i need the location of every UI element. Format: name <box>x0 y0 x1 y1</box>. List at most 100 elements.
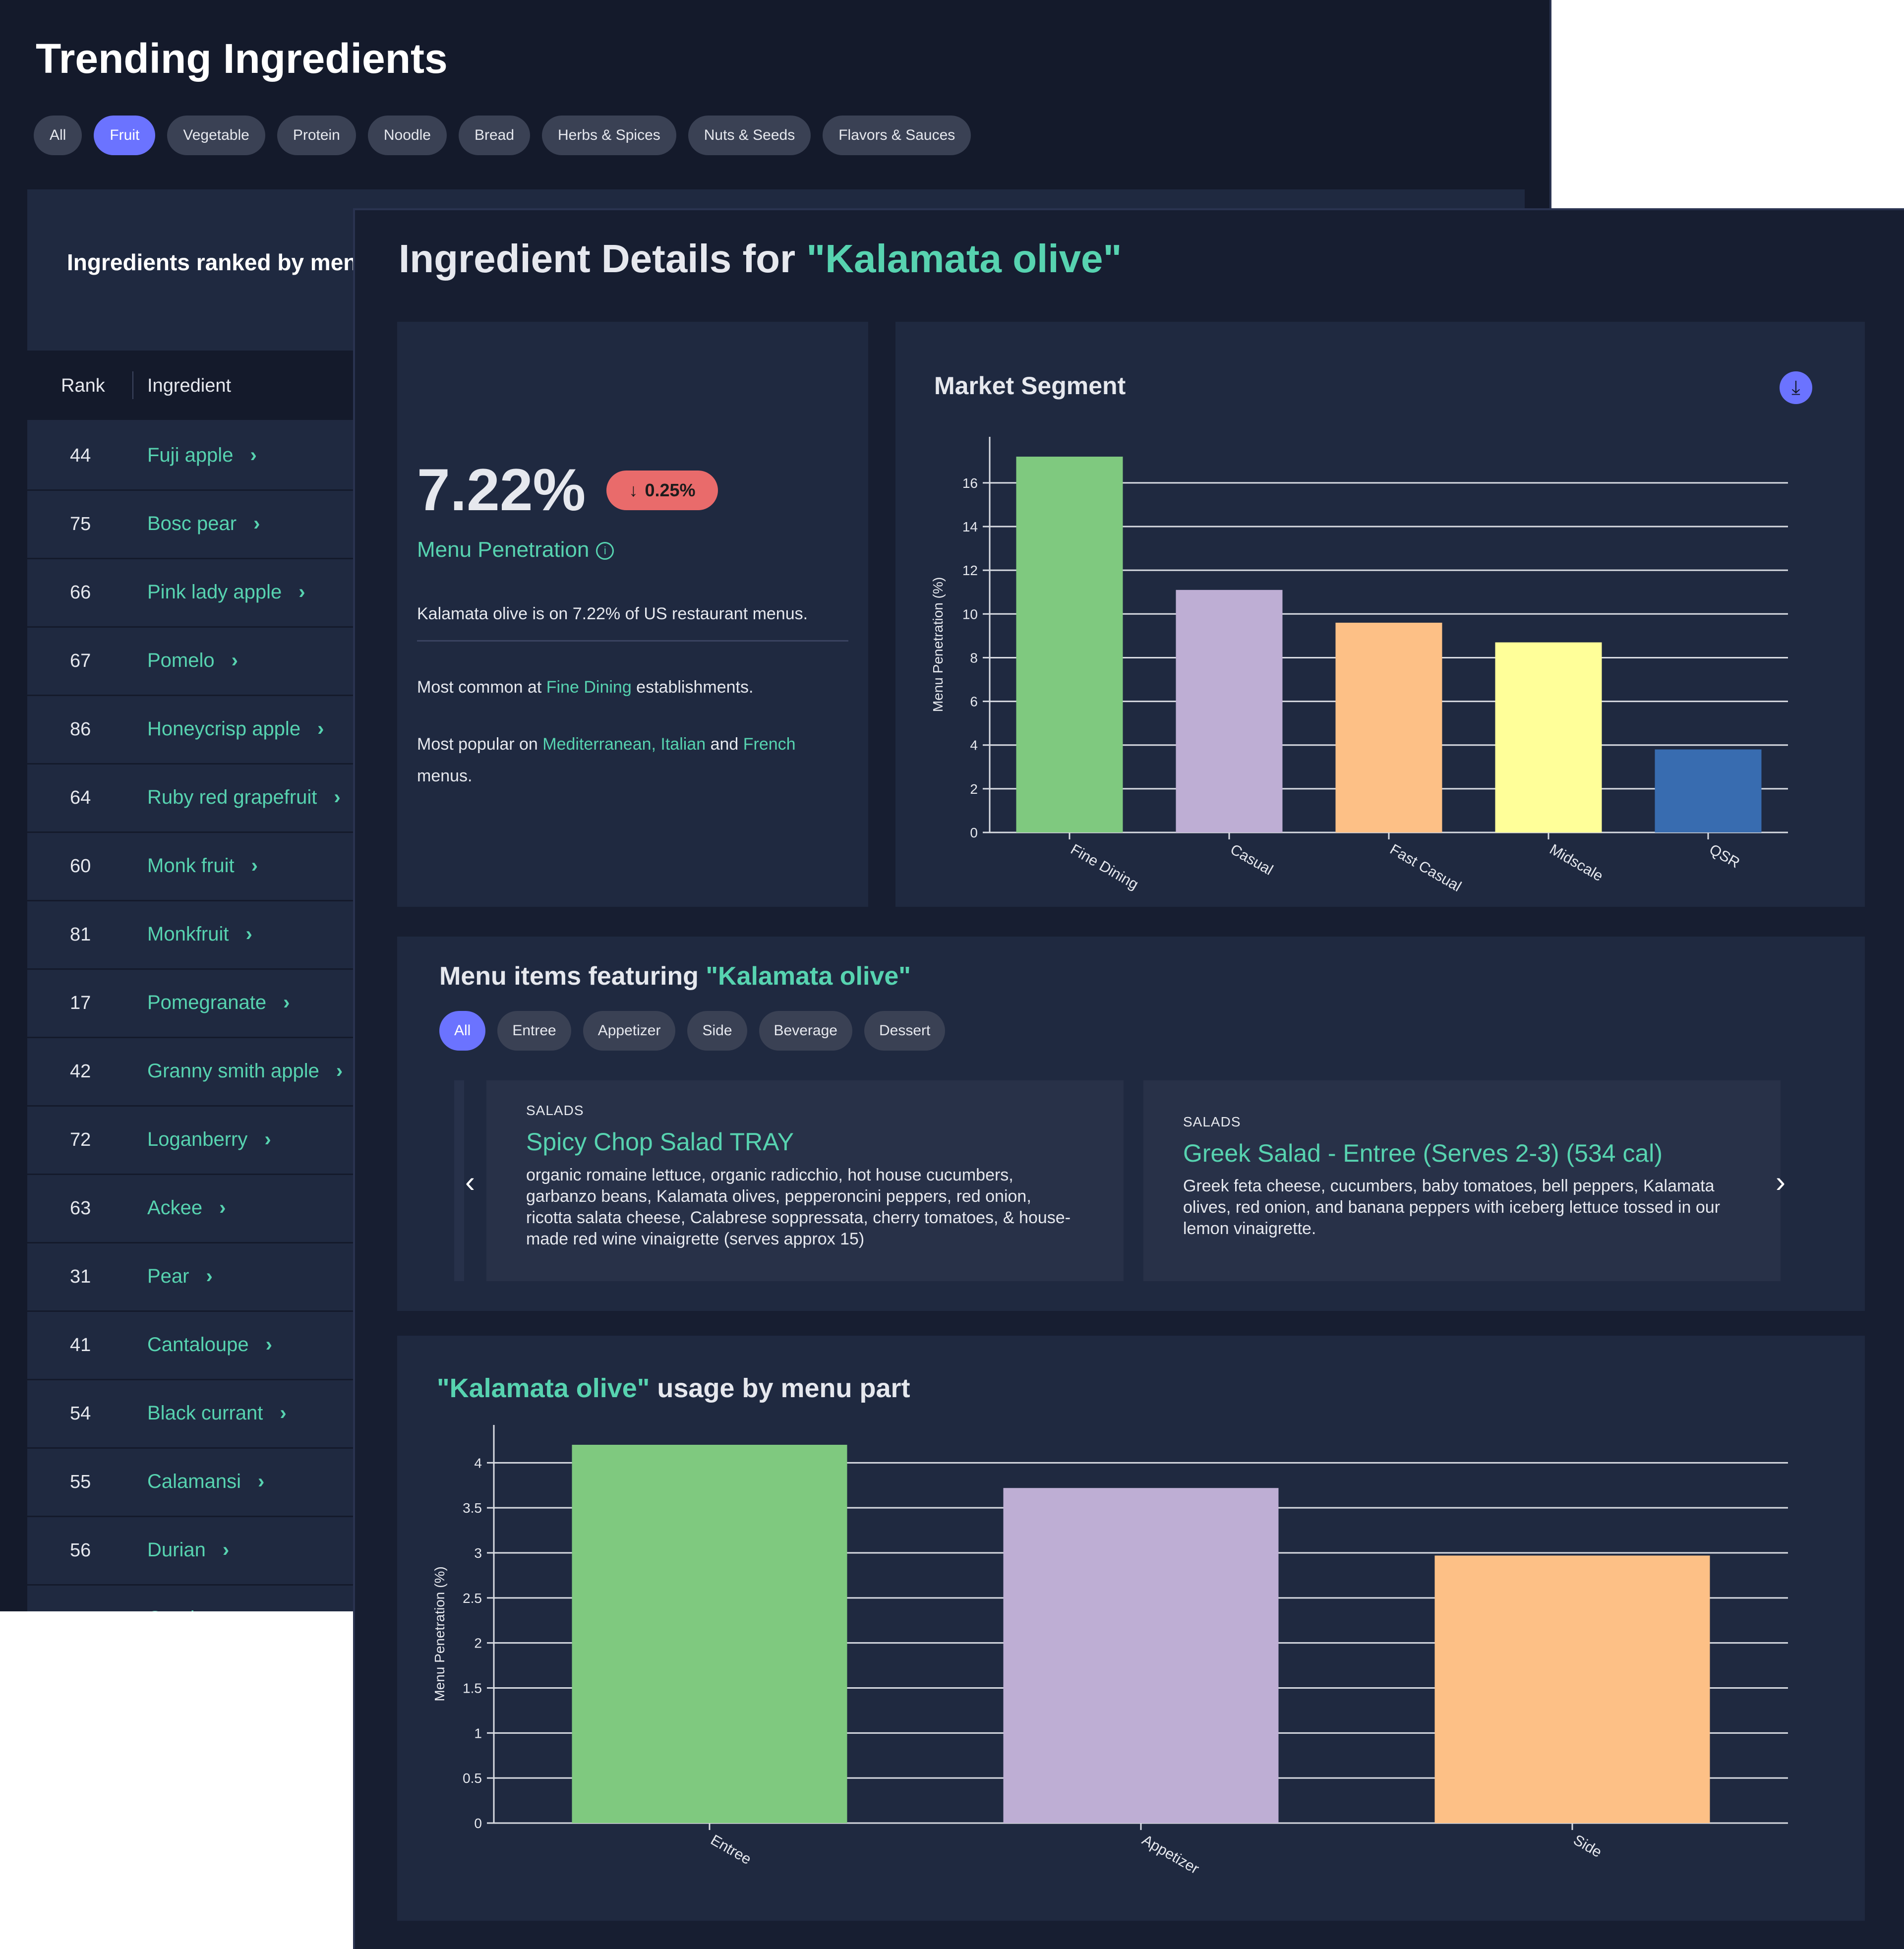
x-tick-label: Midscale <box>1547 841 1606 885</box>
rank-number: 55 <box>70 1472 91 1492</box>
filter-chip[interactable]: Bread <box>458 116 531 155</box>
rank-number: 14 <box>70 1608 91 1611</box>
filter-chip[interactable]: Herbs & Spices <box>542 116 676 155</box>
menu-item-card[interactable]: SALADS Spicy Chop Salad TRAY organic rom… <box>486 1080 1124 1281</box>
ingredient-link[interactable]: Monk fruit › <box>147 855 258 877</box>
menu-filter-chip[interactable]: Entree <box>497 1011 571 1051</box>
rank-number: 42 <box>70 1061 91 1082</box>
ingredient-link[interactable]: Honeycrisp apple › <box>147 718 324 740</box>
menu-item-card[interactable]: SALADS Greek Salad - Entree (Serves 2-3)… <box>1143 1080 1781 1281</box>
filter-chip[interactable]: Fruit <box>94 116 156 155</box>
page-title: Trending Ingredients <box>36 35 448 82</box>
rank-number: 44 <box>70 445 91 466</box>
filter-chip[interactable]: Flavors & Sauces <box>823 116 971 155</box>
filter-chip[interactable]: Vegetable <box>167 116 265 155</box>
chevron-right-icon: › <box>336 1060 343 1082</box>
x-tick-label: Side <box>1571 1831 1605 1861</box>
ingredient-name: Black currant <box>147 1402 263 1424</box>
most-popular-prefix: Most popular on <box>417 735 543 754</box>
ingredient-name: Pomelo <box>147 650 215 671</box>
chevron-right-icon: › <box>219 1197 226 1219</box>
chevron-left-icon[interactable]: ‹ <box>465 1165 475 1198</box>
filter-chip[interactable]: Noodle <box>367 116 447 155</box>
ingredient-name: Ruby red grapefruit <box>147 786 317 808</box>
chevron-right-icon[interactable]: › <box>1776 1165 1785 1198</box>
chevron-right-icon: › <box>231 650 238 671</box>
ingredient-link[interactable]: Monkfruit › <box>147 923 252 945</box>
bar-fine-dining[interactable] <box>1016 457 1123 832</box>
ingredient-link[interactable]: Ackee › <box>147 1197 226 1219</box>
chevron-right-icon: › <box>206 1265 213 1287</box>
chevron-right-icon: › <box>257 1471 265 1492</box>
bar-qsr[interactable] <box>1655 749 1762 832</box>
chevron-right-icon: › <box>222 1539 230 1561</box>
info-icon[interactable]: i <box>596 542 614 560</box>
ingredient-name: Cantaloupe <box>147 1334 249 1356</box>
bar-casual[interactable] <box>1176 590 1283 832</box>
chevron-right-icon: › <box>251 855 258 877</box>
rank-number: 41 <box>70 1335 91 1356</box>
ingredient-link[interactable]: Pomelo › <box>147 650 238 672</box>
most-common-segment-link[interactable]: Fine Dining <box>546 678 632 697</box>
chevron-right-icon: › <box>253 513 260 534</box>
download-icon[interactable]: ⤓ <box>1780 371 1812 404</box>
ingredient-link[interactable]: Black currant › <box>147 1402 287 1424</box>
rank-number: 17 <box>70 993 91 1013</box>
ingredient-link[interactable]: Pear › <box>147 1265 213 1288</box>
chevron-right-icon: › <box>252 1607 259 1611</box>
bar-appetizer[interactable] <box>1003 1488 1279 1823</box>
menu-part-filter-chips: All Entree Appetizer Side Beverage Dessert <box>439 1011 946 1051</box>
market-segment-chart: 0 2 4 6 8 10 12 14 16 Fine Dining Casual Fast Casua… <box>930 437 1788 895</box>
menu-filter-chip[interactable]: Beverage <box>759 1011 852 1051</box>
bar-midscale[interactable] <box>1495 642 1602 832</box>
penetration-value: 7.22% <box>417 457 586 523</box>
most-common-text: Most common at Fine Dining establishment… <box>417 678 753 697</box>
filter-chip[interactable]: All <box>34 116 82 155</box>
y-tick-label: 3.5 <box>463 1500 482 1516</box>
menu-items-title: Menu items featuring "Kalamata olive" <box>439 961 911 991</box>
ingredient-link[interactable]: Pink lady apple › <box>147 581 305 603</box>
bar-side[interactable] <box>1434 1555 1710 1823</box>
menu-filter-chip[interactable]: Dessert <box>864 1011 946 1051</box>
usage-title-suffix: usage by menu part <box>650 1373 910 1403</box>
ingredient-link[interactable]: Bosc pear › <box>147 513 260 535</box>
ingredient-link[interactable]: Cantaloupe › <box>147 1334 272 1356</box>
filter-chip[interactable]: Protein <box>277 116 356 155</box>
rank-number: 67 <box>70 650 91 671</box>
menu-item-description: organic romaine lettuce, organic radicch… <box>526 1166 1071 1248</box>
popular-last-cuisine-link[interactable]: French <box>743 735 796 754</box>
penetration-change-badge: ↓ 0.25% <box>606 471 718 510</box>
menu-filter-chip[interactable]: All <box>439 1011 486 1051</box>
menu-filter-chip[interactable]: Appetizer <box>583 1011 676 1051</box>
ingredient-link[interactable]: Loganberry › <box>147 1128 271 1151</box>
ingredient-link[interactable]: Granny smith apple › <box>147 1060 343 1082</box>
ingredient-link[interactable]: Pomegranate › <box>147 992 290 1014</box>
menu-item-name[interactable]: Spicy Chop Salad TRAY <box>526 1128 794 1156</box>
popular-and: and <box>706 735 743 754</box>
column-header-ingredient[interactable]: Ingredient <box>147 375 232 396</box>
bar-fast-casual[interactable] <box>1335 622 1442 832</box>
ranking-heading: Ingredients ranked by men <box>67 249 357 275</box>
menu-item-name[interactable]: Greek Salad - Entree (Serves 2-3) (534 c… <box>1183 1139 1663 1167</box>
ingredient-link[interactable]: Fuji apple › <box>147 444 257 467</box>
ingredient-link[interactable]: Cranberry › <box>147 1607 259 1611</box>
bar-entree[interactable] <box>572 1445 847 1823</box>
filter-chip[interactable]: Nuts & Seeds <box>688 116 811 155</box>
ingredient-link[interactable]: Durian › <box>147 1539 229 1561</box>
table-row[interactable]: 14 Cranberry › <box>27 1586 1525 1611</box>
ingredient-name: Fuji apple <box>147 444 234 466</box>
divider <box>417 640 848 642</box>
menu-filter-chip[interactable]: Side <box>687 1011 747 1051</box>
ingredient-link[interactable]: Calamansi › <box>147 1471 264 1493</box>
ingredient-link[interactable]: Ruby red grapefruit › <box>147 786 341 809</box>
ingredient-details-window: Ingredient Details for "Kalamata olive" … <box>353 208 1904 1949</box>
popular-cuisines-link[interactable]: Mediterranean, Italian <box>542 735 706 754</box>
most-popular-text: Most popular on Mediterranean, Italian a… <box>417 728 843 792</box>
ingredient-name: Cranberry <box>147 1607 236 1611</box>
details-title: Ingredient Details for "Kalamata olive" <box>399 236 1122 282</box>
rank-number: 56 <box>70 1540 91 1561</box>
rank-number: 81 <box>70 924 91 945</box>
ingredient-name: Calamansi <box>147 1471 241 1492</box>
column-header-rank[interactable]: Rank <box>61 375 105 396</box>
y-tick-label: 0 <box>970 825 978 840</box>
